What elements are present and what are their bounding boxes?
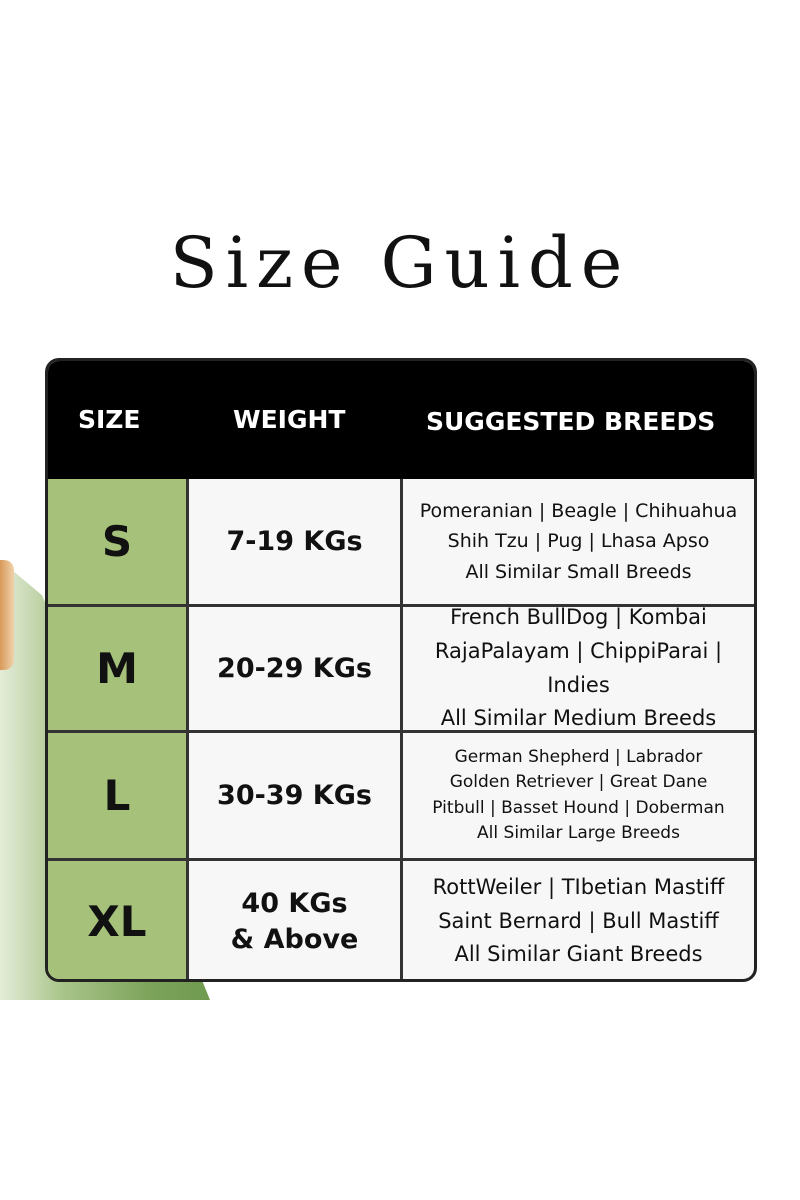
table-header: SIZE WEIGHT SUGGESTED BREEDS bbox=[48, 361, 754, 479]
breed-line: All Similar Giant Breeds bbox=[454, 942, 703, 967]
breed-line: Pitbull | Basset Hound | Doberman bbox=[432, 797, 725, 818]
breed-line: RottWeiler | TIbetian Mastiff bbox=[432, 875, 725, 900]
table-row: XL 40 KGs & Above RottWeiler | TIbetian … bbox=[48, 858, 754, 979]
breeds-cell: French BullDog | Kombai RajaPalayam | Ch… bbox=[403, 605, 754, 730]
table-row: S 7-19 KGs Pomeranian | Beagle | Chihuah… bbox=[48, 479, 754, 604]
breeds-cell: RottWeiler | TIbetian Mastiff Saint Bern… bbox=[403, 861, 754, 979]
breed-line: RajaPalayam | ChippiParai | Indies bbox=[434, 638, 723, 697]
size-cell: L bbox=[48, 733, 189, 858]
dog-paw-decoration bbox=[0, 560, 14, 670]
weight-cell: 30-39 KGs bbox=[189, 733, 403, 858]
weight-cell: 20-29 KGs bbox=[189, 607, 403, 730]
header-size: SIZE bbox=[78, 405, 141, 434]
breed-line: All Similar Large Breeds bbox=[477, 823, 680, 843]
page-title: Size Guide bbox=[169, 222, 631, 304]
breed-line: Saint Bernard | Bull Mastiff bbox=[438, 908, 719, 933]
table-row: L 30-39 KGs German Shepherd | Labrador G… bbox=[48, 730, 754, 858]
breed-line: French BullDog | Kombai bbox=[450, 605, 707, 630]
breeds-cell: Pomeranian | Beagle | Chihuahua Shih Tzu… bbox=[403, 479, 754, 604]
breed-line: German Shepherd | Labrador bbox=[454, 746, 703, 767]
table-row: M 20-29 KGs French BullDog | Kombai Raja… bbox=[48, 604, 754, 730]
size-cell: XL bbox=[48, 861, 189, 979]
size-table: SIZE WEIGHT SUGGESTED BREEDS S 7-19 KGs … bbox=[45, 358, 757, 982]
breed-line: Shih Tzu | Pug | Lhasa Apso bbox=[447, 530, 710, 553]
breed-line: Pomeranian | Beagle | Chihuahua bbox=[419, 499, 738, 522]
breeds-cell: German Shepherd | Labrador Golden Retrie… bbox=[403, 733, 754, 858]
size-cell: M bbox=[48, 607, 189, 730]
header-weight: WEIGHT bbox=[233, 405, 346, 434]
breed-line: All Similar Small Breeds bbox=[465, 560, 692, 583]
breed-line: All Similar Medium Breeds bbox=[440, 706, 717, 731]
header-breeds: SUGGESTED BREEDS bbox=[426, 407, 716, 436]
weight-cell: 7-19 KGs bbox=[189, 479, 403, 604]
breed-line: Golden Retriever | Great Dane bbox=[449, 772, 708, 792]
size-cell: S bbox=[48, 479, 189, 604]
weight-cell: 40 KGs & Above bbox=[189, 861, 403, 979]
